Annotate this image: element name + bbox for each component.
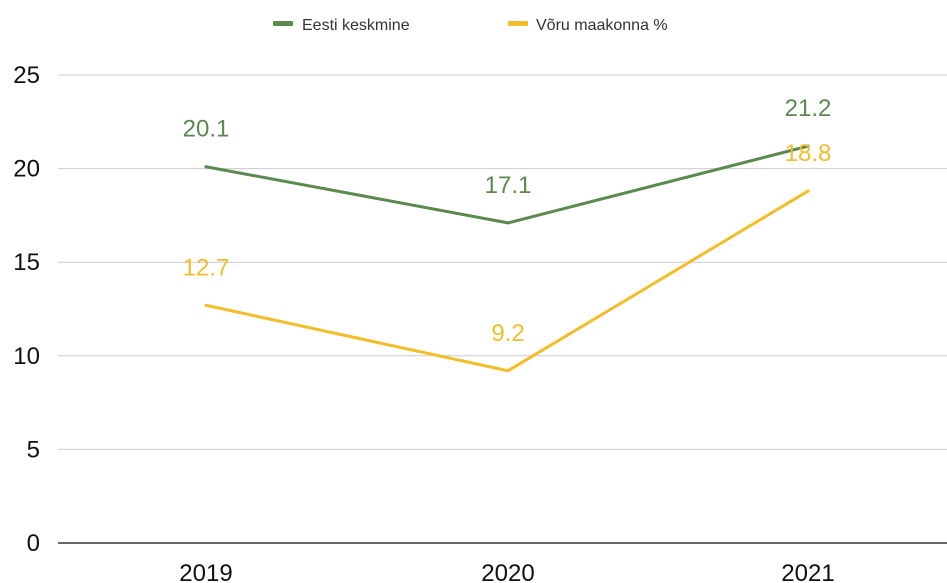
y-tick-label: 15 xyxy=(13,249,40,276)
gridlines xyxy=(58,74,947,450)
legend-label: Eesti keskmine xyxy=(302,17,410,34)
data-point xyxy=(506,369,510,373)
axes: 0 5 10 15 20 25 2019 2020 2021 xyxy=(13,62,947,583)
data-labels: 20.1 17.1 21.2 12.7 9.2 18.8 xyxy=(183,95,832,347)
data-label: 20.1 xyxy=(183,116,230,143)
data-label: 12.7 xyxy=(183,254,230,281)
legend-swatch xyxy=(273,21,293,26)
data-point xyxy=(806,189,810,193)
data-point xyxy=(506,221,510,225)
data-point xyxy=(806,144,810,148)
data-point xyxy=(204,303,208,307)
data-point xyxy=(204,165,208,169)
legend-label: Võru maakonna % xyxy=(536,17,668,34)
data-label: 9.2 xyxy=(491,320,524,347)
x-tick-label: 2021 xyxy=(781,560,834,583)
y-tick-label: 5 xyxy=(27,436,40,463)
data-label: 17.1 xyxy=(485,172,532,199)
x-tick-label: 2019 xyxy=(179,560,232,583)
legend-swatch xyxy=(508,21,528,26)
legend: Eesti keskmine Võru maakonna % xyxy=(273,17,668,34)
y-tick-label: 10 xyxy=(13,343,40,370)
data-label: 21.2 xyxy=(785,95,832,122)
y-tick-label: 25 xyxy=(13,62,40,89)
x-tick-label: 2020 xyxy=(481,560,534,583)
y-tick-label: 0 xyxy=(27,530,40,557)
data-label: 18.8 xyxy=(785,140,832,167)
series xyxy=(204,144,810,373)
y-tick-label: 20 xyxy=(13,156,40,183)
